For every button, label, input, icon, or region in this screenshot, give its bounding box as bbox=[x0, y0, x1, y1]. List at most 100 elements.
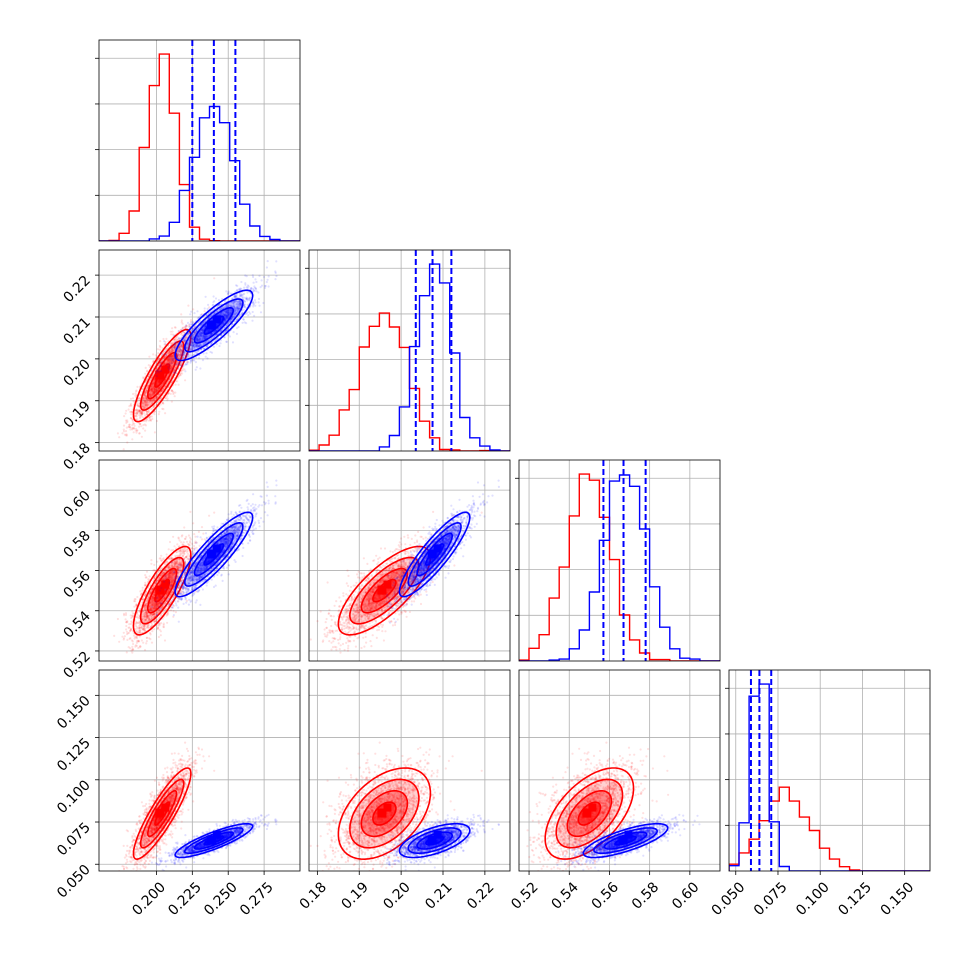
scatter-point bbox=[179, 346, 182, 349]
scatter-point bbox=[121, 635, 124, 638]
scatter-point bbox=[188, 325, 191, 328]
scatter-point bbox=[133, 422, 136, 425]
scatter-point bbox=[165, 337, 168, 340]
panel-content bbox=[113, 479, 278, 654]
scatter-point bbox=[212, 295, 215, 298]
scatter-point bbox=[163, 340, 166, 343]
scatter-point bbox=[163, 362, 166, 365]
scatter-point bbox=[155, 389, 158, 392]
scatter-point bbox=[166, 363, 169, 366]
scatter-point bbox=[151, 382, 154, 385]
scatter-point bbox=[153, 410, 156, 413]
scatter-point bbox=[157, 357, 160, 360]
scatter-point bbox=[132, 427, 136, 430]
scatter-point bbox=[144, 402, 147, 405]
scatter-point bbox=[167, 357, 170, 360]
scatter-point bbox=[173, 345, 176, 348]
scatter-point bbox=[149, 399, 152, 402]
scatter-point bbox=[197, 357, 201, 360]
scatter-point bbox=[149, 415, 152, 418]
scatter-point bbox=[137, 405, 140, 408]
scatter-point bbox=[167, 359, 170, 362]
scatter-point bbox=[167, 352, 170, 355]
scatter-point bbox=[143, 392, 146, 395]
scatter-point bbox=[253, 314, 256, 317]
scatter-point bbox=[171, 348, 174, 351]
scatter-point bbox=[253, 285, 256, 288]
scatter-point bbox=[128, 423, 131, 426]
scatter-point bbox=[174, 391, 177, 394]
scatter-point bbox=[168, 360, 171, 363]
scatter-point bbox=[248, 311, 251, 314]
scatter-point bbox=[147, 364, 150, 367]
scatter-point bbox=[153, 431, 156, 434]
scatter-point bbox=[145, 401, 148, 404]
scatter-point bbox=[138, 432, 141, 435]
scatter-point bbox=[153, 391, 156, 395]
scatter-point bbox=[168, 368, 171, 371]
scatter-point bbox=[150, 562, 153, 565]
scatter-point bbox=[144, 395, 147, 398]
scatter-point bbox=[164, 412, 167, 415]
scatter-point bbox=[211, 304, 214, 307]
scatter-point bbox=[177, 353, 180, 356]
scatter-point bbox=[189, 360, 192, 363]
scatter-point bbox=[186, 342, 189, 345]
scatter-point bbox=[131, 418, 134, 421]
scatter-point bbox=[170, 361, 173, 364]
scatter-point bbox=[129, 417, 132, 420]
scatter-point bbox=[131, 428, 134, 431]
scatter-point bbox=[159, 361, 163, 364]
scatter-point bbox=[203, 307, 206, 310]
scatter-point bbox=[177, 363, 180, 366]
scatter-point bbox=[167, 350, 171, 353]
scatter-point bbox=[118, 436, 121, 439]
scatter-point bbox=[132, 392, 135, 396]
scatter-point bbox=[171, 357, 174, 360]
scatter-point bbox=[136, 385, 139, 388]
scatter-point bbox=[264, 284, 267, 288]
scatter-point bbox=[170, 356, 173, 359]
scatter-point bbox=[157, 387, 160, 390]
scatter-point bbox=[161, 407, 164, 410]
scatter-point bbox=[154, 387, 157, 390]
scatter-point bbox=[170, 333, 173, 336]
scatter-point bbox=[193, 544, 196, 548]
scatter-point bbox=[142, 402, 145, 405]
scatter-point bbox=[145, 570, 149, 573]
scatter-point bbox=[179, 374, 182, 377]
scatter-point bbox=[157, 386, 161, 389]
scatter-point bbox=[160, 390, 163, 393]
scatter-point bbox=[156, 387, 159, 390]
scatter-point bbox=[128, 423, 131, 426]
scatter-point bbox=[167, 366, 170, 369]
scatter-point bbox=[170, 355, 173, 358]
scatter-point bbox=[170, 400, 173, 403]
scatter-point bbox=[168, 364, 171, 368]
scatter-point bbox=[152, 382, 155, 385]
scatter-point bbox=[154, 388, 157, 391]
scatter-point bbox=[199, 367, 202, 370]
scatter-point bbox=[152, 392, 155, 395]
scatter-point bbox=[162, 408, 165, 411]
scatter-point bbox=[124, 430, 128, 433]
scatter-point bbox=[157, 352, 160, 355]
scatter-point bbox=[134, 415, 138, 418]
scatter-point bbox=[195, 366, 198, 369]
scatter-point bbox=[152, 387, 155, 390]
scatter-point bbox=[255, 280, 258, 284]
scatter-point bbox=[131, 438, 134, 441]
scatter-point bbox=[152, 406, 155, 409]
scatter-point bbox=[181, 322, 184, 325]
scatter-point bbox=[206, 357, 209, 360]
scatter-point bbox=[145, 400, 149, 403]
scatter-point bbox=[163, 639, 167, 642]
scatter-point bbox=[153, 391, 156, 394]
scatter-point bbox=[252, 275, 255, 279]
scatter-point bbox=[227, 291, 230, 294]
scatter-point bbox=[151, 630, 154, 633]
scatter-point bbox=[154, 389, 157, 392]
scatter-point bbox=[145, 403, 148, 407]
scatter-point bbox=[266, 260, 269, 263]
scatter-point bbox=[152, 359, 155, 362]
